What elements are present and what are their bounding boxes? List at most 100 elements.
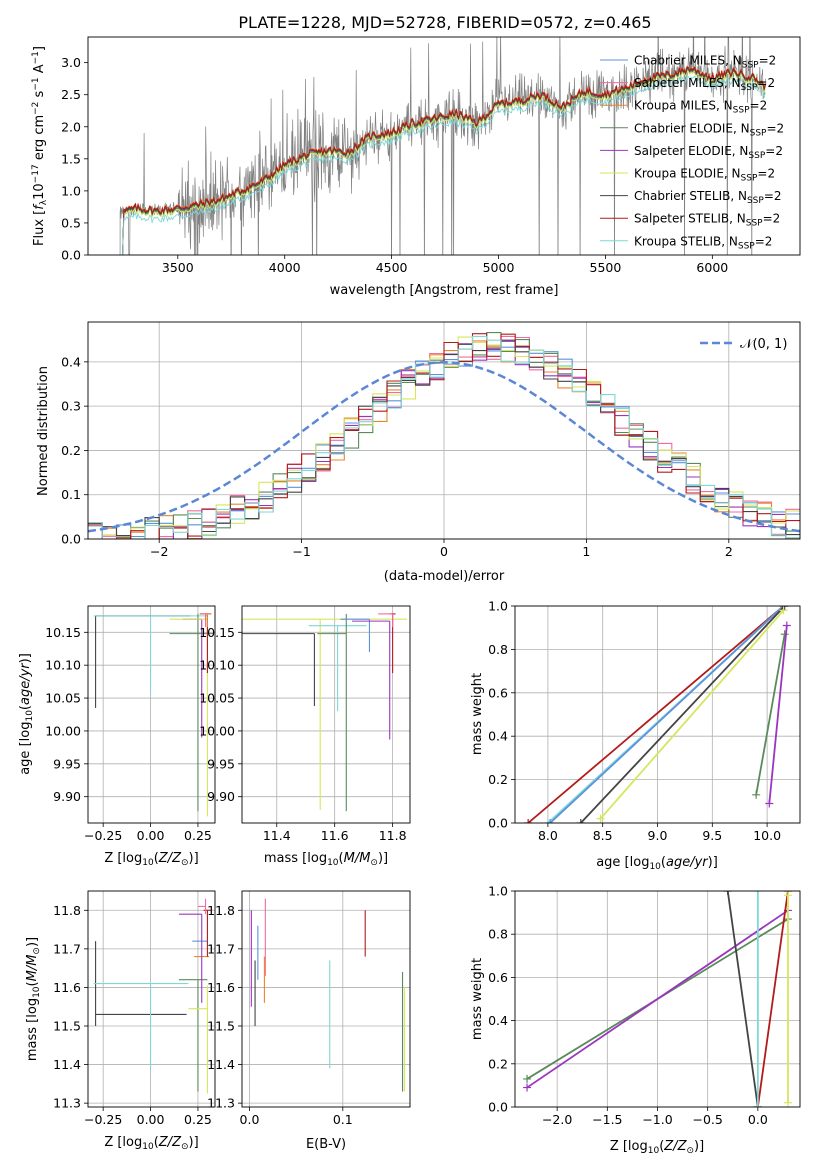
weight-vs-age-panel: 8.0 8.5 9.0 9.5 10.0 0.0 0.2 0.4 0.6 0.8 1.0 age [l… — [470, 599, 801, 872]
y-tick-label: 0.0 — [61, 532, 81, 547]
y-tick-label: 0.6 — [488, 970, 508, 985]
grid-lines — [242, 606, 410, 823]
y-tick-label: 10.10 — [199, 658, 235, 673]
y-tick-label: 11.3 — [207, 1096, 235, 1111]
axes-frame — [87, 36, 801, 256]
marker-chabrier-miles — [340, 618, 370, 653]
x-tick-label: 11.8 — [379, 828, 407, 843]
x-axis-label: E(B-V) — [306, 1137, 346, 1152]
x-axis-label: (data-model)/error — [384, 569, 505, 584]
plus-marker — [543, 819, 552, 823]
marker-salpeter-miles — [378, 613, 394, 628]
model-spectrum-chabrier-elodie — [120, 68, 766, 255]
y-tick-label: 0.2 — [488, 772, 508, 787]
plus-marker — [523, 1083, 532, 1092]
y-tick-label: 1.0 — [488, 884, 508, 899]
y-tick-label: 11.4 — [53, 1057, 81, 1072]
y-tick-label: 11.8 — [53, 903, 81, 918]
plus-marker — [523, 1074, 532, 1083]
grid-lines — [242, 891, 410, 1107]
marker-salpeter-miles — [201, 613, 207, 628]
plus-marker — [753, 891, 762, 895]
model-spectrum-kroupa-elodie — [120, 70, 766, 255]
legend-entry: Chabrier MILES, NSSP=2 — [634, 54, 776, 71]
y-tick-label: 10.10 — [45, 658, 81, 673]
y-tick-label: 9.90 — [207, 789, 235, 804]
marker-salpeter-elodie — [178, 913, 203, 1003]
legend-entry: Chabrier STELIB, NSSP=2 — [634, 189, 782, 206]
model-spectrum-salpeter-stelib — [120, 66, 766, 255]
marker-kroupa-stelib — [308, 625, 367, 712]
x-tick-label: −1.0 — [642, 1112, 672, 1127]
x-tick-label: −0.25 — [84, 828, 122, 843]
x-axis-label: Z [log10(Z/Z⊙)] — [104, 851, 198, 868]
x-tick-label: −0.25 — [84, 1112, 122, 1127]
x-tick-label: −1 — [292, 544, 310, 559]
axes-frame — [241, 605, 411, 824]
y-tick-label: 11.7 — [53, 941, 81, 956]
plus-marker — [782, 621, 791, 630]
weight-vs-metallicity-panel: −2.0 −1.5 −1.0 −0.5 0.0 0.0 0.2 0.4 0.6 0.8 1.0 Z [… — [470, 884, 801, 1156]
residuals-legend: 𝒩(0, 1) — [700, 337, 787, 352]
x-tick-label: 0.00 — [137, 1112, 165, 1127]
x-tick-label: 0 — [440, 544, 448, 559]
axes-frame — [87, 890, 216, 1108]
y-tick-label: 0.0 — [488, 816, 508, 831]
model-spectrum-chabrier-stelib — [120, 67, 766, 255]
plot-area — [119, 37, 766, 255]
x-tick-label: 5500 — [590, 260, 622, 275]
weight-line-chabrier-elodie — [755, 634, 786, 795]
y-tick-label: 11.6 — [207, 980, 235, 995]
plus-marker — [783, 891, 792, 900]
legend-entry: Kroupa ELODIE, NSSP=2 — [634, 167, 775, 184]
y-tick-label: 0.6 — [488, 685, 508, 700]
marker-chabrier-stelib — [95, 615, 191, 708]
plot-area — [93, 613, 214, 817]
marker-kroupa-elodie — [242, 618, 408, 810]
model-spectrum-kroupa-stelib — [120, 75, 766, 255]
legend-entry: Kroupa STELIB, NSSP=2 — [634, 234, 772, 251]
y-tick-label: 11.7 — [207, 941, 235, 956]
y-tick-label: 0.0 — [488, 1100, 508, 1115]
y-tick-label: 3.0 — [61, 55, 81, 70]
spectrum-legend: Chabrier MILES, NSSP=2 Salpeter MILES, NS… — [600, 54, 784, 251]
x-tick-label: 0.0 — [748, 1112, 768, 1127]
y-tick-label: 0.8 — [488, 927, 508, 942]
y-tick-label: 11.3 — [53, 1096, 81, 1111]
x-tick-label: 8.5 — [593, 828, 613, 843]
y-tick-label: 11.5 — [53, 1019, 81, 1034]
marker-salpeter-stelib — [203, 909, 212, 957]
plot-area — [523, 891, 792, 1107]
weight-line-kroupa-elodie — [599, 609, 785, 820]
x-tick-label: 4000 — [269, 260, 301, 275]
y-axis-label: age [log10(age/yr)] — [18, 653, 35, 775]
x-tick-label: 9.0 — [648, 828, 668, 843]
plot-area — [242, 613, 408, 812]
axes-frame — [514, 890, 801, 1108]
x-tick-label: 8.0 — [538, 828, 558, 843]
weight-line-salpeter-elodie — [768, 625, 788, 804]
x-tick-label: 5000 — [483, 260, 515, 275]
y-tick-label: 0.8 — [488, 642, 508, 657]
marker-kroupa-elodie — [188, 985, 208, 1094]
x-tick-label: 11.4 — [263, 828, 291, 843]
legend-entry: 𝒩(0, 1) — [740, 337, 787, 352]
grid-lines — [88, 891, 215, 1107]
x-tick-label: −2 — [150, 544, 168, 559]
plus-marker — [765, 799, 774, 808]
weight-line-chabrier-miles — [549, 606, 785, 823]
mass-vs-ebv-panel: 0.0 0.1 11.3 11.4 11.5 11.6 11.7 11.8 E(B-V) — [207, 890, 411, 1152]
plus-marker — [779, 606, 788, 615]
marker-chabrier-elodie — [178, 979, 208, 1092]
y-tick-label: 0.5 — [61, 215, 81, 230]
weight-line-salpeter-elodie — [526, 909, 789, 1089]
x-tick-label: 1 — [582, 544, 590, 559]
plus-marker — [546, 819, 555, 823]
plot-area — [524, 606, 791, 823]
axes-frame — [87, 605, 216, 824]
legend-entry: Salpeter MILES, NSSP=2 — [634, 76, 775, 93]
y-tick-label: 0.4 — [488, 1013, 508, 1028]
y-tick-label: 10.05 — [45, 691, 81, 706]
grid-lines — [515, 890, 800, 1108]
